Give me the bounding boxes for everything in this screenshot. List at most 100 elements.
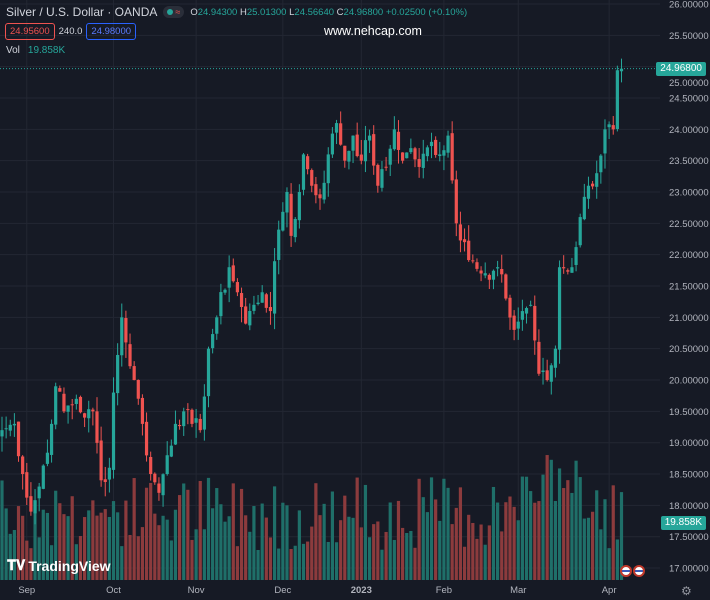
candle-body <box>421 153 425 168</box>
volume-bar <box>33 500 37 580</box>
candle-body <box>603 129 607 154</box>
candle-body <box>281 211 285 231</box>
volume-bar <box>545 455 549 580</box>
candle-body <box>45 452 50 464</box>
volume-bar <box>70 496 74 580</box>
volume-bar <box>421 497 425 580</box>
candle-body <box>508 297 512 318</box>
candle-body <box>0 430 4 437</box>
volume-bar <box>190 539 194 580</box>
candle-body <box>401 152 405 161</box>
volume-bar <box>607 548 611 580</box>
candle-body <box>111 392 116 470</box>
volume-bar <box>384 531 388 580</box>
candle-body <box>157 483 161 493</box>
volume-bar <box>87 510 91 580</box>
price-tick-label: 23.50000 <box>669 156 709 167</box>
volume-bar <box>277 548 281 580</box>
candle-body <box>334 123 339 133</box>
time-tick-label: 2023 <box>351 585 372 596</box>
volume-bar <box>314 483 318 580</box>
sell-button[interactable]: 24.95600 <box>5 23 55 40</box>
symbol-title[interactable]: Silver / U.S. Dollar · OANDA <box>6 5 158 19</box>
candle-body <box>95 411 99 443</box>
volume-bar <box>586 517 591 580</box>
us-flag-icon[interactable] <box>633 565 645 577</box>
candle-body <box>541 370 545 373</box>
price-tick-label: 25.50000 <box>669 31 709 42</box>
candle-body <box>58 388 62 392</box>
volume-bar <box>310 526 314 580</box>
quote-row: 24.95600 240.0 24.98000 <box>5 23 137 40</box>
candle-body <box>392 129 396 150</box>
tradingview-logo[interactable]: 𝐓𝐕 TradingView <box>7 557 111 574</box>
volume-bar <box>161 515 165 580</box>
volume-bar <box>339 520 343 580</box>
candle-body <box>99 440 103 481</box>
candle-body <box>384 166 388 168</box>
volume-bar <box>599 529 603 580</box>
volume-bar <box>351 517 355 580</box>
candle-body <box>219 292 223 317</box>
volume-bar <box>227 516 231 580</box>
us-flag-icon[interactable] <box>620 565 632 577</box>
volume-bar <box>367 537 372 580</box>
price-tick-label: 19.50000 <box>669 407 709 418</box>
volume-bar <box>62 514 66 580</box>
time-tick-label: Apr <box>602 585 617 596</box>
candle-body <box>434 139 438 155</box>
candle-body <box>227 267 231 288</box>
candle-body <box>388 148 392 165</box>
volume-bar <box>83 517 87 580</box>
volume-bar <box>132 478 136 580</box>
volume-bar <box>120 546 124 580</box>
price-tick-label: 18.00000 <box>669 501 709 512</box>
volume-bar <box>264 517 268 580</box>
candle-body <box>500 268 504 275</box>
volume-bar <box>124 500 128 580</box>
buy-button[interactable]: 24.98000 <box>86 23 137 40</box>
volume-bar <box>330 491 334 580</box>
events[interactable] <box>620 565 645 577</box>
candle-body <box>590 183 595 187</box>
market-status[interactable]: ≈ <box>163 6 185 18</box>
candle-body <box>272 261 277 314</box>
spread: 240.0 <box>58 26 83 37</box>
candle-body <box>149 456 153 475</box>
volume-bar <box>149 482 153 580</box>
volume-bar <box>392 539 396 580</box>
settings-gear-icon[interactable]: ⚙ <box>681 584 692 598</box>
candle-body <box>347 150 351 162</box>
volume-bar <box>140 527 145 580</box>
volume-bar <box>467 514 471 580</box>
candle-body <box>285 192 289 213</box>
volume-bar <box>508 496 512 580</box>
candle-body <box>372 134 376 166</box>
volume-bar <box>590 511 595 580</box>
candle-body <box>524 308 529 314</box>
volume-bar <box>409 530 413 580</box>
volume-bar <box>306 541 310 580</box>
price-tick-label: 20.50000 <box>669 344 709 355</box>
candle-body <box>537 341 541 374</box>
candle-body <box>322 182 326 200</box>
candle-body <box>409 148 413 153</box>
candle-body <box>429 141 434 147</box>
candle-body <box>124 318 128 343</box>
candle-body <box>235 282 240 293</box>
volume-bar <box>41 509 45 580</box>
watermark-url: www.nehcap.com <box>324 24 422 38</box>
volume-bar <box>582 518 586 580</box>
candle-body <box>359 154 363 161</box>
candle-body <box>330 133 334 155</box>
candle-body <box>49 423 54 455</box>
volume-bar <box>442 478 446 580</box>
price-tick-label: 23.00000 <box>669 188 709 199</box>
volume-bar <box>215 488 219 580</box>
volume-bar <box>194 529 198 580</box>
volume-bar <box>95 515 99 580</box>
candle-body <box>582 196 586 220</box>
candle-body <box>194 418 198 423</box>
candle-body <box>619 68 624 72</box>
